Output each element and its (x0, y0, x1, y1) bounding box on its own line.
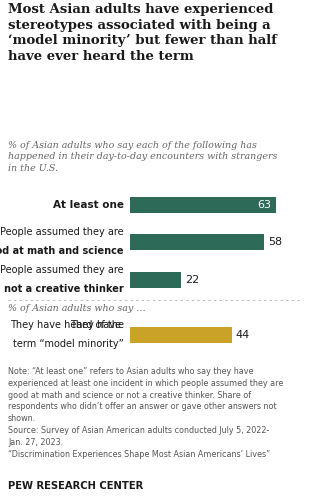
Text: good at math and science: good at math and science (0, 246, 124, 256)
Bar (130, 327, 232, 343)
Bar (130, 197, 276, 213)
Text: 44: 44 (236, 330, 250, 340)
Text: They have “model minority”: They have “model minority” (0, 320, 124, 330)
Text: % of Asian adults who say …: % of Asian adults who say … (8, 304, 146, 313)
Text: 63: 63 (257, 200, 271, 210)
Text: % of Asian adults who say each of the following has
happened in their day-to-day: % of Asian adults who say each of the fo… (8, 141, 277, 173)
Text: term “model minority”: term “model minority” (13, 339, 124, 349)
Text: People assumed they are: People assumed they are (0, 227, 124, 237)
Text: They have: They have (70, 320, 124, 330)
Text: They have heard of the: They have heard of the (10, 320, 124, 330)
Text: At least one: At least one (53, 200, 124, 210)
Text: Note: “At least one” refers to Asian adults who say they have
experienced at lea: Note: “At least one” refers to Asian adu… (8, 367, 283, 459)
Text: 22: 22 (185, 275, 199, 285)
Bar (130, 272, 181, 288)
Text: People assumed they are: People assumed they are (0, 265, 124, 275)
Text: PEW RESEARCH CENTER: PEW RESEARCH CENTER (8, 481, 143, 491)
Text: Most Asian adults have experienced
stereotypes associated with being a
‘model mi: Most Asian adults have experienced stere… (8, 3, 277, 63)
Text: not a creative thinker: not a creative thinker (4, 284, 124, 294)
Text: 58: 58 (268, 237, 282, 247)
Bar (130, 234, 264, 250)
Text: They have heard of the: They have heard of the (0, 320, 124, 330)
